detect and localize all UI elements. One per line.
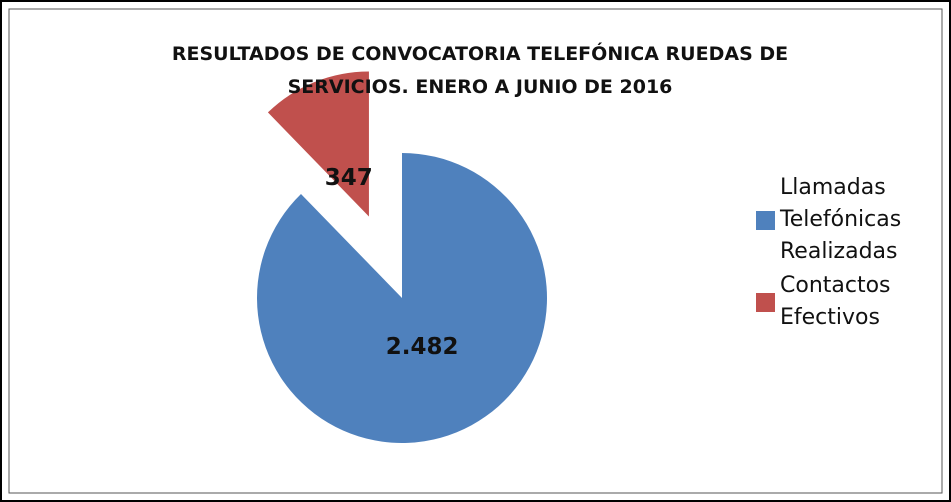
data-label: 2.482 <box>386 334 459 360</box>
legend-entry: Llamadas Telefónicas Realizadas <box>752 172 951 268</box>
legend: Llamadas Telefónicas Realizadas Contactos… <box>752 172 951 334</box>
data-label: 347 <box>325 165 373 191</box>
legend-swatch <box>756 210 775 230</box>
inner-frame <box>8 8 943 494</box>
pie-slice <box>256 153 547 443</box>
chart-title: RESULTADOS DE CONVOCATORIA TELEFÓNICA RU… <box>171 43 789 98</box>
legend-label: Llamadas Telefónicas Realizadas <box>780 175 902 264</box>
pie-slice <box>267 71 369 217</box>
legend-swatch <box>756 292 775 312</box>
legend-entry: Contactos Efectivos <box>752 270 951 334</box>
legend-label: Contactos Efectivos <box>780 273 891 330</box>
